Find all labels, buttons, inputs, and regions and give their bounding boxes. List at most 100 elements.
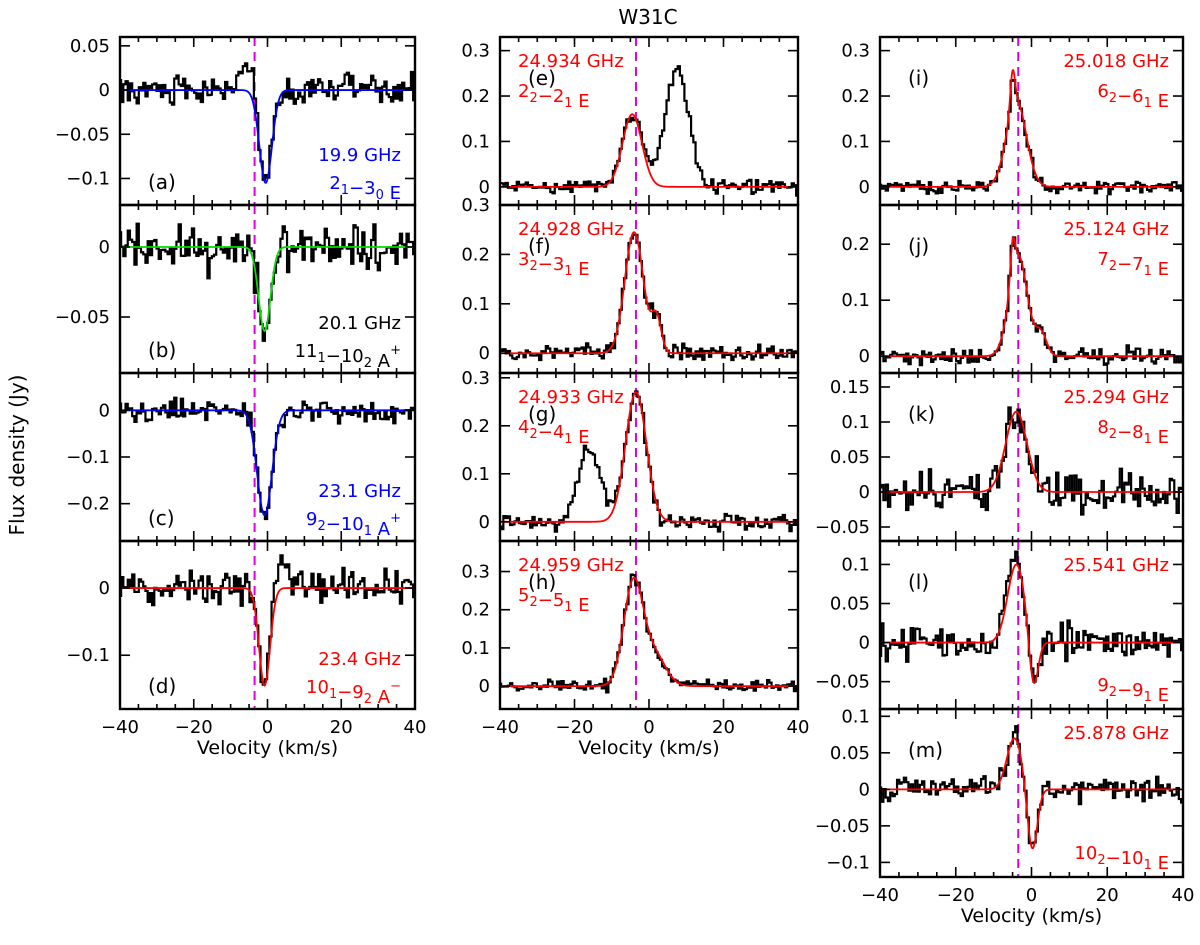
spectrum-e (500, 65, 798, 197)
freq-label-c: 23.1 GHz (318, 481, 401, 502)
y-axis-label: Flux density (Jy) (5, 375, 29, 536)
panel-d: 0 −0.1 (d) 23.4 GHz 101−92 A− −40 −20 0 20 40 Velo… (66, 539, 427, 759)
panel-tag-c: (c) (148, 506, 175, 530)
panel-a: 0.05 0 −0.05 −0.1 (a) 19.9 GHz 21−30 E (55, 35, 417, 207)
xtick-label-col1-1: −20 (175, 717, 213, 738)
ytick-label-m-3: −0.05 (815, 816, 870, 837)
panel-b: 0 −0.05 (b) 20.1 GHz 111−102 A+ (55, 203, 417, 375)
xtick-label-col1-3: 20 (330, 717, 353, 738)
ytick-label-j-0: 0.2 (841, 234, 870, 255)
ytick-label-l-1: 0.05 (830, 594, 870, 615)
panel-m: 0.1 0.05 0 −0.05 −0.1 (m) 25.878 GHz 102−101 E −… (815, 706, 1195, 927)
fit-curve-h (500, 576, 798, 687)
xtick-label-col2-2: 0 (643, 717, 654, 738)
ytick-label-k-0: 0.15 (830, 377, 870, 398)
panel-i: 0.3 0.2 0.1 0 (i) 25.018 GHz 62−61 E (841, 35, 1185, 207)
freq-label-j: 25.124 GHz (1063, 219, 1169, 240)
panel-f: 0.3 0.2 0.1 0 (f)24.928 GHz 32−31 E (461, 195, 800, 375)
ytick-label-g-3: 0 (479, 512, 490, 533)
transition-label-h: 52−51 E (518, 585, 590, 616)
ytick-label-b-0: 0 (99, 237, 110, 258)
ytick-label-c-0: 0 (99, 400, 110, 421)
ytick-label-k-1: 0.1 (841, 412, 870, 433)
panel-e: 0.3 0.2 0.1 0 (e)24.934 GHz 22−21 E (461, 35, 800, 207)
x-axis-label-col2: Velocity (km/s) (578, 737, 719, 759)
ytick-label-j-1: 0.1 (841, 290, 870, 311)
transition-label-k: 82−81 E (1097, 417, 1169, 448)
freq-label-i: 25.018 GHz (1063, 51, 1169, 72)
freq-label-g: 24.933 GHz (518, 387, 624, 408)
panel-tag-e: (e) (528, 66, 556, 90)
fit-curve-m (880, 737, 1183, 850)
panel-k: 0.15 0.1 0.05 0 −0.05 (k) 25.294 GHz 82−81 E (815, 371, 1185, 543)
xtick-label-col1-4: 40 (404, 717, 427, 738)
transition-label-m: 102−101 E (1074, 843, 1169, 874)
transition-label-f: 32−31 E (518, 249, 590, 280)
spectrum-k (880, 406, 1183, 516)
transition-label-g: 42−41 E (518, 417, 590, 448)
fit-curve-g (500, 391, 798, 523)
ytick-label-i-2: 0.1 (841, 131, 870, 152)
ytick-label-i-1: 0.2 (841, 86, 870, 107)
ytick-label-a-3: −0.1 (66, 168, 110, 189)
transition-label-l: 92−91 E (1097, 675, 1169, 706)
ytick-label-m-2: 0 (859, 779, 870, 800)
spectrum-d (120, 554, 415, 686)
freq-label-m: 25.878 GHz (1063, 723, 1169, 744)
panel-tag-d: (d) (148, 674, 176, 698)
panel-h: 0.3 0.2 0.1 0 (h)24.959 GHz 52−51 E −40 −20 0 20 4… (461, 539, 809, 759)
ytick-label-h-2: 0.1 (461, 638, 490, 659)
ytick-label-b-1: −0.05 (55, 307, 110, 328)
panel-tag-g: (g) (528, 402, 556, 426)
x-axis-label-col3: Velocity (km/s) (961, 905, 1102, 927)
xtick-label-col3-3: 20 (1096, 885, 1119, 906)
ytick-label-h-0: 0.3 (461, 562, 490, 583)
panel-tag-b: (b) (148, 338, 176, 362)
fit-curve-f (500, 231, 798, 355)
ytick-label-m-4: −0.1 (826, 852, 870, 873)
panel-tag-a: (a) (148, 170, 176, 194)
freq-label-a: 19.9 GHz (318, 145, 401, 166)
panel-tag-h: (h) (528, 570, 556, 594)
ytick-label-g-2: 0.1 (461, 464, 490, 485)
transition-label-d: 101−92 A− (306, 677, 401, 708)
ytick-label-g-0: 0.3 (461, 368, 490, 389)
ytick-label-k-2: 0.05 (830, 447, 870, 468)
transition-label-b: 111−102 A+ (295, 341, 401, 372)
ytick-label-e-3: 0 (479, 177, 490, 198)
xtick-label-col1-2: 0 (262, 717, 273, 738)
transition-label-a: 21−30 E (329, 173, 401, 204)
ytick-label-h-1: 0.2 (461, 600, 490, 621)
panel-l: 0.1 0.05 0 −0.05 (l) 25.541 GHz 92−91 E (815, 539, 1185, 711)
freq-label-b: 20.1 GHz (318, 313, 401, 334)
ytick-label-i-0: 0.3 (841, 41, 870, 62)
ytick-label-c-1: −0.1 (66, 447, 110, 468)
xtick-label-col3-1: −20 (937, 885, 975, 906)
ytick-label-f-2: 0.1 (461, 294, 490, 315)
ytick-label-m-0: 0.1 (841, 706, 870, 727)
ytick-label-f-3: 0 (479, 343, 490, 364)
xtick-label-col2-0: −40 (481, 717, 519, 738)
fit-curve-a (120, 89, 415, 184)
spectrum-c (120, 396, 415, 521)
panel-g: 0.3 0.2 0.1 0 (g)24.933 GHz 42−41 E (461, 368, 800, 543)
ytick-label-d-1: −0.1 (66, 645, 110, 666)
ytick-label-a-0: 0.05 (70, 36, 110, 57)
xtick-label-col3-2: 0 (1026, 885, 1037, 906)
ytick-label-f-1: 0.2 (461, 244, 490, 265)
freq-label-d: 23.4 GHz (318, 649, 401, 670)
transition-label-i: 62−61 E (1097, 81, 1169, 112)
fit-curve-c (120, 409, 415, 517)
ytick-label-h-3: 0 (479, 676, 490, 697)
figure-title: W31C (618, 5, 677, 29)
transition-label-e: 22−21 E (518, 81, 590, 112)
transition-label-c: 92−101 A+ (306, 509, 401, 540)
fit-curve-i (880, 69, 1183, 188)
freq-label-h: 24.959 GHz (518, 555, 624, 576)
panel-tag-l: (l) (908, 570, 929, 594)
xtick-label-col3-0: −40 (861, 885, 899, 906)
fit-curve-b (120, 246, 415, 333)
ytick-label-d-0: 0 (99, 578, 110, 599)
ytick-label-e-0: 0.3 (461, 41, 490, 62)
